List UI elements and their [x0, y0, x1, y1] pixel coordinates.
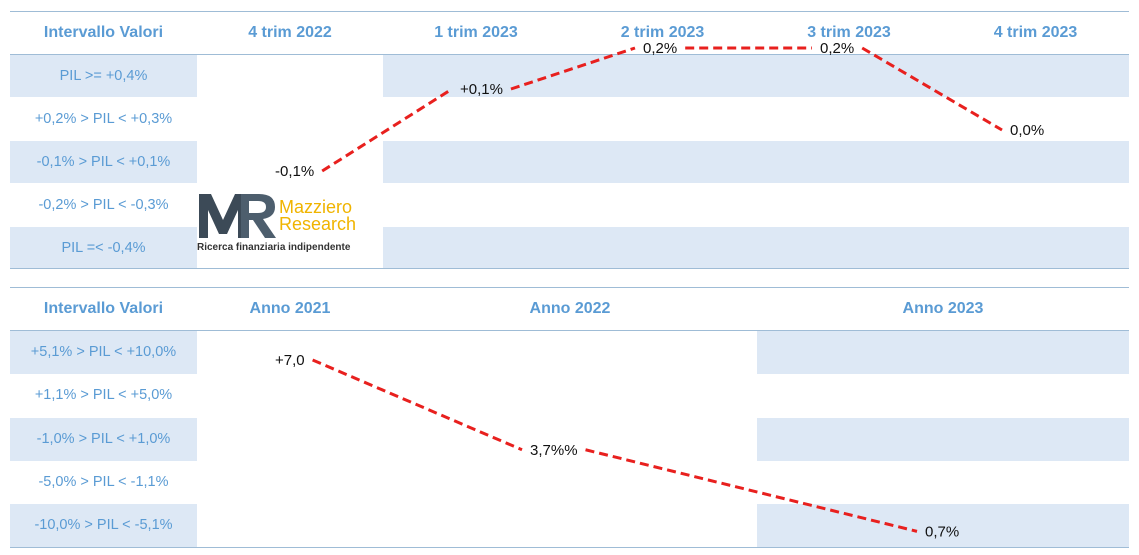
- data-label: +7,0: [275, 352, 305, 369]
- row-label: -0,1% > PIL < +0,1%: [36, 154, 171, 170]
- header-rule: [10, 54, 1129, 55]
- band-row-3: [757, 418, 1129, 461]
- trend-segment: [510, 46, 636, 91]
- row-label: -0,2% > PIL < -0,3%: [38, 197, 169, 213]
- data-label: 0,2%: [820, 40, 854, 57]
- mazziero-logo: Mazziero Research Ricerca finanziaria in…: [197, 190, 367, 254]
- column-header: Intervallo Valori: [43, 24, 164, 41]
- row-label: +5,1% > PIL < +10,0%: [30, 344, 177, 360]
- top-rule: [10, 11, 1129, 12]
- mr-logo-icon: [199, 194, 276, 238]
- logo-name-line2: Research: [279, 214, 357, 234]
- column-header: Anno 2023: [902, 300, 984, 317]
- data-label: +0,1%: [460, 81, 503, 98]
- trend-segment: [312, 358, 523, 452]
- trend-segment: [585, 448, 918, 533]
- logo-name-line1: Mazziero: [279, 197, 353, 217]
- band-row-3: [383, 141, 1129, 183]
- annual-trend-line: +7,0 3,7%% 0,7%: [275, 352, 959, 540]
- data-label: 0,7%: [925, 523, 959, 540]
- annual-gdp-table: Intervallo Valori Anno 2021 Anno 2022 An…: [10, 287, 1129, 548]
- band-row-1: [383, 55, 1129, 97]
- column-header: 1 trim 2023: [434, 24, 518, 41]
- column-header: Intervallo Valori: [43, 300, 164, 317]
- row-label: PIL >= +0,4%: [59, 68, 148, 84]
- band-row-1: [757, 331, 1129, 374]
- row-label: +0,2% > PIL < +0,3%: [34, 111, 173, 127]
- band-row-3-label: [10, 418, 197, 461]
- column-header: 4 trim 2023: [993, 24, 1078, 41]
- column-header: 3 trim 2023: [807, 24, 891, 41]
- band-row-1-label: [10, 55, 197, 97]
- column-header: 4 trim 2022: [248, 24, 332, 41]
- top-rule: [10, 287, 1129, 288]
- trend-segment: [861, 46, 1003, 132]
- band-row-5-label: [10, 504, 197, 547]
- trend-segment: [321, 87, 453, 173]
- row-label: +1,1% > PIL < +5,0%: [34, 387, 173, 403]
- row-label: PIL =< -0,4%: [61, 240, 146, 256]
- band-row-5: [757, 504, 1129, 547]
- band-row-5: [383, 227, 1129, 268]
- column-header: Anno 2022: [529, 300, 611, 317]
- data-label: 0,0%: [1010, 122, 1044, 139]
- logo-tagline: Ricerca finanziaria indipendente: [197, 242, 351, 253]
- data-label: 0,2%: [643, 40, 677, 57]
- band-row-5-label: [10, 227, 197, 268]
- header-rule: [10, 330, 1129, 331]
- bottom-rule: [10, 547, 1129, 548]
- row-label: -1,0% > PIL < +1,0%: [36, 431, 171, 447]
- band-row-3-label: [10, 141, 197, 183]
- data-label: -0,1%: [275, 163, 314, 180]
- data-label: 3,7%%: [530, 442, 578, 459]
- bottom-rule: [10, 268, 1129, 269]
- quarterly-gdp-table: Intervallo Valori 4 trim 2022 1 trim 202…: [10, 11, 1129, 269]
- column-header: 2 trim 2023: [620, 24, 705, 41]
- column-header: Anno 2021: [249, 300, 331, 317]
- quarterly-trend-line: -0,1% +0,1% 0,2% 0,2% 0,0%: [275, 40, 1044, 180]
- row-label: -5,0% > PIL < -1,1%: [38, 474, 169, 490]
- row-label: -10,0% > PIL < -5,1%: [34, 517, 173, 533]
- band-row-1-label: [10, 331, 197, 374]
